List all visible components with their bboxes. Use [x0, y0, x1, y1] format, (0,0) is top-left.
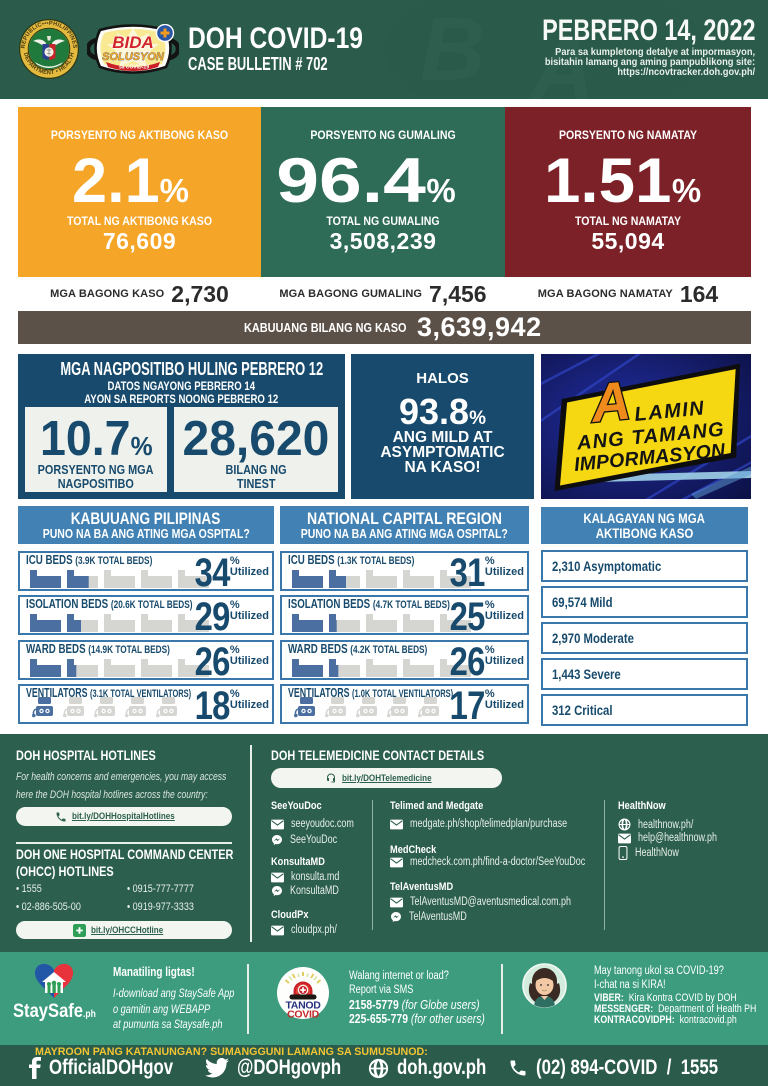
svg-text:B: B [420, 0, 485, 99]
svg-text:COVID: COVID [287, 1009, 319, 1021]
svg-text:A: A [586, 371, 633, 435]
svg-text:A: A [528, 20, 595, 99]
svg-text:TANOD: TANOD [285, 1000, 321, 1012]
svg-text:BIDA: BIDA [112, 33, 154, 52]
svg-text:sa COVID-19: sa COVID-19 [119, 65, 149, 71]
svg-text:SOLUSYON: SOLUSYON [102, 51, 165, 63]
